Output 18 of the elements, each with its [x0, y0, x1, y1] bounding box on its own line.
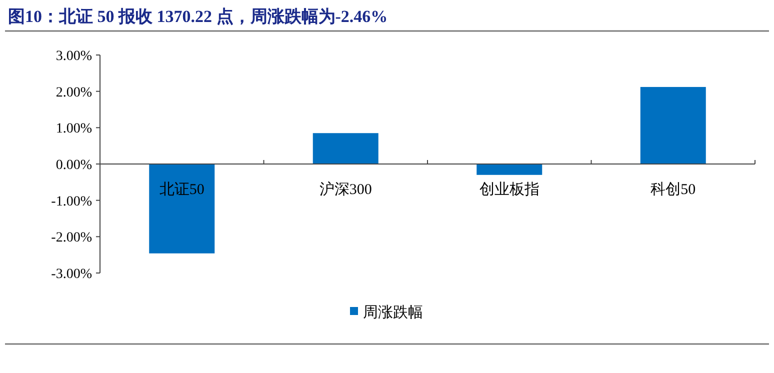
legend: 周涨跌幅: [350, 305, 423, 321]
legend-label: 周涨跌幅: [363, 304, 423, 321]
y-tick-label: 0.00%: [56, 158, 92, 173]
x-tick-label: 沪深300: [319, 181, 372, 198]
y-tick-label: -1.00%: [51, 194, 92, 210]
bar: [476, 164, 542, 175]
y-tick-label: -3.00%: [51, 267, 92, 282]
y-tick-label: 1.00%: [56, 122, 92, 137]
x-tick-label: 创业板指: [479, 181, 540, 198]
bar: [149, 164, 215, 254]
title: 图10：北证 50 报收 1370.22 点，周涨跌幅为-2.46%: [8, 7, 388, 26]
bar: [312, 133, 378, 164]
x-tick-label: 科创50: [650, 181, 696, 198]
y-tick-label: 3.00%: [56, 49, 92, 64]
x-tick-label: 北证50: [159, 181, 204, 198]
y-tick-label: 2.00%: [56, 85, 92, 100]
bar: [640, 86, 706, 164]
y-tick-label: -2.00%: [51, 230, 92, 246]
